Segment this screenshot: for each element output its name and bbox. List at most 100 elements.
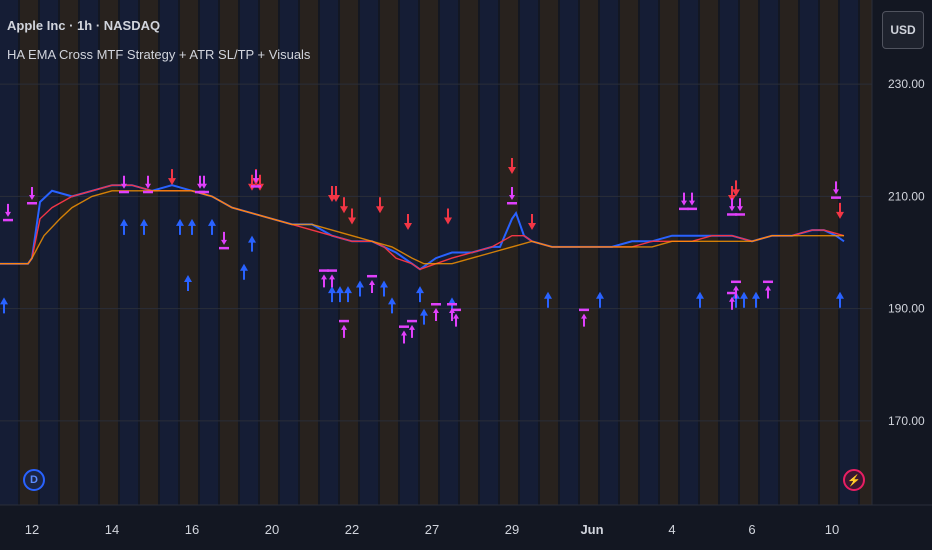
session-band <box>200 0 218 505</box>
session-band <box>320 0 338 505</box>
session-band <box>180 0 198 505</box>
entry-down-icon <box>833 181 839 195</box>
session-band <box>640 0 658 505</box>
entry-bar-mark <box>687 207 697 211</box>
session-band <box>760 0 778 505</box>
session-band <box>540 0 558 505</box>
ema-fast-line <box>0 184 845 271</box>
x-tick-label: 29 <box>505 522 519 537</box>
currency-button[interactable]: USD <box>882 11 924 49</box>
earnings-badge-icon[interactable]: ⚡ <box>843 469 865 491</box>
entry-bar-mark <box>27 202 37 205</box>
entry-up-icon <box>729 296 735 310</box>
entry-down-icon <box>253 170 259 184</box>
sell-arrow-icon <box>332 186 340 202</box>
entry-bar-mark <box>507 202 517 205</box>
entry-down-icon <box>5 203 11 217</box>
buy-arrow-icon <box>184 274 192 291</box>
entry-up-icon <box>329 274 335 288</box>
buy-arrow-icon <box>120 218 128 235</box>
session-band <box>140 0 158 505</box>
y-tick-label: 190.00 <box>888 302 925 316</box>
session-band <box>360 0 378 505</box>
session-band <box>400 0 418 505</box>
entry-down-icon <box>737 198 743 212</box>
sell-arrow-icon <box>508 157 516 174</box>
entry-bar-mark <box>727 213 737 216</box>
session-band <box>820 0 838 505</box>
session-band <box>240 0 258 505</box>
x-tick-label: 10 <box>825 522 839 537</box>
entry-down-icon <box>681 192 687 206</box>
entry-bar-mark <box>251 185 261 188</box>
session-band <box>620 0 638 505</box>
buy-arrow-icon <box>696 291 704 308</box>
buy-arrow-icon <box>140 218 148 235</box>
entry-up-icon <box>453 313 459 327</box>
entry-up-icon <box>449 308 455 321</box>
y-tick-label: 230.00 <box>888 77 925 91</box>
entry-up-icon <box>341 324 347 338</box>
buy-arrow-icon <box>836 291 844 308</box>
dividend-badge-icon[interactable]: D <box>23 469 45 491</box>
x-tick-label: 4 <box>668 522 675 537</box>
session-band <box>800 0 818 505</box>
session-band <box>340 0 358 505</box>
buy-arrow-icon <box>356 280 364 297</box>
buy-arrow-icon <box>740 291 748 308</box>
session-band <box>40 0 58 505</box>
buy-arrow-icon <box>336 286 344 303</box>
entry-up-icon <box>321 274 327 288</box>
buy-arrow-icon <box>732 291 740 308</box>
buy-arrow-icon <box>596 291 604 308</box>
session-band <box>80 0 98 505</box>
session-band <box>160 0 178 505</box>
entry-down-icon <box>29 187 35 200</box>
entry-up-icon <box>765 285 771 299</box>
sell-arrow-icon <box>728 186 736 202</box>
sell-arrow-icon <box>732 180 740 197</box>
sell-arrow-icon <box>376 197 384 214</box>
entry-down-icon <box>509 187 515 200</box>
session-band <box>100 0 118 505</box>
entry-up-icon <box>581 313 587 327</box>
x-tick-label: 6 <box>748 522 755 537</box>
indicator-title[interactable]: HA EMA Cross MTF Strategy + ATR SL/TP + … <box>7 47 311 62</box>
session-band <box>680 0 698 505</box>
entry-bar-mark <box>451 308 461 312</box>
x-tick-label: 20 <box>265 522 279 537</box>
session-band <box>120 0 138 505</box>
sell-arrow-icon <box>348 208 356 225</box>
session-band <box>720 0 738 505</box>
session-band <box>220 0 238 505</box>
entry-up-icon <box>401 330 407 344</box>
x-tick-label: 14 <box>105 522 119 537</box>
entry-down-icon <box>201 175 207 189</box>
entry-bar-mark <box>763 280 773 284</box>
price-axis-panel <box>872 0 932 550</box>
entry-up-icon <box>733 285 739 299</box>
entry-down-icon <box>221 231 227 245</box>
session-band <box>520 0 538 505</box>
buy-arrow-icon <box>176 218 184 235</box>
entry-bar-mark <box>119 190 129 194</box>
session-band <box>60 0 78 505</box>
time-axis-panel <box>0 505 932 550</box>
symbol-title[interactable]: Apple Inc · 1h · NASDAQ <box>7 18 161 33</box>
entry-bar-mark <box>727 291 737 295</box>
entry-bar-mark <box>431 303 441 306</box>
buy-arrow-icon <box>420 308 428 325</box>
session-band <box>580 0 598 505</box>
buy-arrow-icon <box>328 286 336 303</box>
session-band <box>840 0 858 505</box>
entry-up-icon <box>369 279 375 293</box>
sell-arrow-icon <box>340 197 348 214</box>
entry-bar-mark <box>735 213 745 216</box>
session-band <box>280 0 298 505</box>
y-tick-label: 210.00 <box>888 189 925 203</box>
buy-arrow-icon <box>380 280 388 297</box>
x-tick-label: 12 <box>25 522 39 537</box>
entry-bar-mark <box>319 269 329 272</box>
